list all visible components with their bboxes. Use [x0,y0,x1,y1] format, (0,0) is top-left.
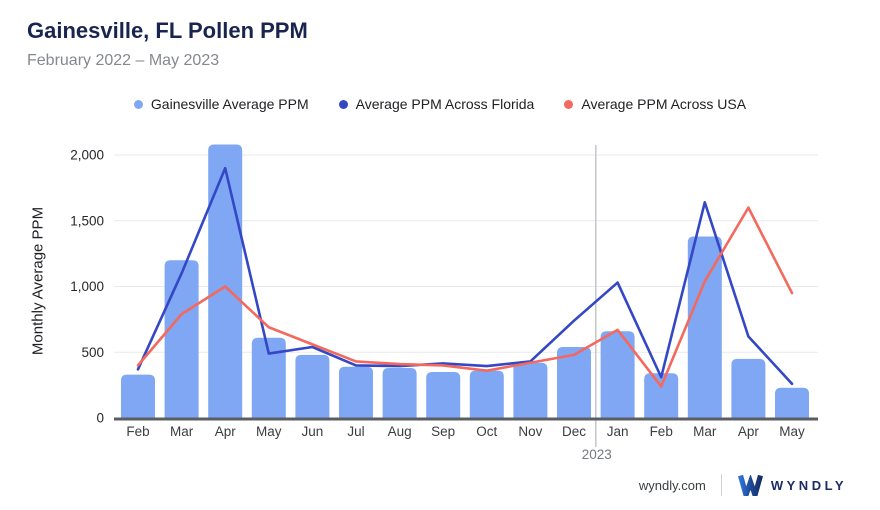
x-tick-label-1-Mar: Mar [170,424,194,439]
x-tick-label-14-Apr: Apr [738,424,760,439]
legend-swatch-usa-icon [564,99,574,109]
legend-item-usa: Average PPM Across USA [564,96,746,112]
wyndly-w-icon [737,474,763,496]
x-tick-label-8-Oct: Oct [476,424,497,439]
x-tick-label-0-Feb: Feb [126,424,149,439]
y-tick-label: 1,000 [70,279,104,294]
bar-6-Aug [382,368,417,418]
bar-2-Apr [208,144,243,419]
x-tick-label-13-Mar: Mar [693,424,717,439]
page-subtitle: February 2022 – May 2023 [27,52,220,69]
year-label: 2023 [582,447,612,462]
footer-divider [720,474,722,496]
bar-10-Dec [557,346,591,418]
line-series-average-ppm-across-florida [136,166,794,386]
bar-series [121,144,809,419]
x-tick-label-15-May: May [779,424,805,439]
x-tick-label-6-Aug: Aug [388,424,412,439]
bar-14-Apr [731,358,766,418]
legend-item-gainesville: Gainesville Average PPM [133,96,309,112]
bar-15-May [775,387,809,418]
bar-3-May [251,337,286,418]
footer-site-link: wyndly.com [638,477,706,493]
footer-brand-name: WYNDLY [770,477,847,493]
x-tick-label-12-Feb: Feb [650,424,673,439]
bar-9-Nov [513,362,548,418]
legend-swatch-gainesville-icon [133,99,143,109]
chart-legend: Gainesville Average PPM Average PPM Acro… [0,96,880,112]
x-tick-label-11-Jan: Jan [607,424,629,439]
bar-7-Sep [426,371,461,418]
y-tick-label: 500 [81,345,104,360]
x-tick-label-2-Apr: Apr [215,424,237,439]
legend-label-gainesville: Gainesville Average PPM [150,96,309,112]
bar-0-Feb [121,374,155,418]
bar-8-Oct [469,370,504,418]
y-tick-label: 2,000 [70,148,104,163]
x-tick-label-9-Nov: Nov [518,424,542,439]
x-tick-label-10-Dec: Dec [562,424,586,439]
bar-13-Mar [687,236,722,418]
x-tick-label-5-Jul: Jul [347,424,364,439]
line-series-average-ppm-across-usa [136,206,794,388]
legend-label-florida: Average PPM Across Florida [355,96,535,112]
bar-12-Feb [644,373,679,418]
x-tick-label-7-Sep: Sep [431,424,455,439]
bar-11-Jan [600,331,635,418]
bar-1-Mar [164,260,199,418]
y-axis-labels: 0 500 1,000 1,500 2,000 [70,148,104,426]
x-tick-label-4-Jun: Jun [302,424,324,439]
legend-label-usa: Average PPM Across USA [581,96,747,112]
page-title: Gainesville, FL Pollen PPM [27,18,308,43]
wyndly-logo: WYNDLY [737,474,847,496]
x-axis-labels: Feb Mar Apr May Jun Jul Aug Sep Oct Nov Dec Jan Feb M… [126,424,805,439]
legend-item-florida: Average PPM Across Florida [338,96,535,112]
bar-5-Jul [339,366,373,418]
footer: wyndly.com WYNDLY [639,474,847,496]
y-tick-label: 0 [96,411,104,426]
bar-4-Jun [295,354,330,418]
x-tick-label-3-May: May [256,424,282,439]
legend-swatch-florida-icon [338,99,348,109]
y-tick-label: 1,500 [70,213,104,228]
